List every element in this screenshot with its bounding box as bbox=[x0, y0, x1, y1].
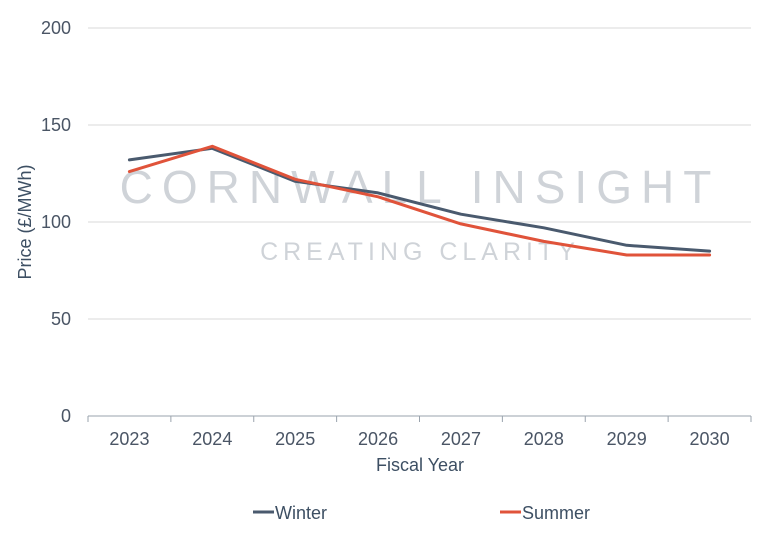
legend: Winter Summer bbox=[253, 503, 590, 523]
x-tick-label-2029: 2029 bbox=[607, 429, 647, 449]
y-tick-label-50: 50 bbox=[51, 309, 71, 329]
x-axis-title: Fiscal Year bbox=[376, 455, 464, 475]
gridlines bbox=[88, 27, 751, 320]
x-tick-label-2027: 2027 bbox=[441, 429, 481, 449]
x-tick-label-2023: 2023 bbox=[109, 429, 149, 449]
y-tick-label-0: 0 bbox=[61, 406, 71, 426]
x-tick-label-2030: 2030 bbox=[690, 429, 730, 449]
watermark-line-1: CORNWALL INSIGHT bbox=[120, 161, 721, 213]
x-tick-label-2024: 2024 bbox=[192, 429, 232, 449]
y-axis-title: Price (£/MWh) bbox=[15, 164, 35, 279]
x-tick-label-2026: 2026 bbox=[358, 429, 398, 449]
series-line-winter bbox=[127, 146, 712, 253]
legend-label-summer: Summer bbox=[522, 503, 590, 523]
series-lines bbox=[127, 144, 712, 257]
axes: 0 50 100 150 200 2023 2024 2025 2026 2027 2028 2029… bbox=[41, 18, 752, 449]
watermark-logo: CORNWALL INSIGHT CREATING CLARITY bbox=[120, 161, 721, 266]
legend-label-winter: Winter bbox=[275, 503, 327, 523]
y-tick-label-150: 150 bbox=[41, 115, 71, 135]
y-tick-label-100: 100 bbox=[41, 212, 71, 232]
watermark-line-2: CREATING CLARITY bbox=[260, 238, 580, 266]
series-line-summer bbox=[127, 144, 712, 257]
y-tick-label-200: 200 bbox=[41, 18, 71, 38]
x-tick-label-2025: 2025 bbox=[275, 429, 315, 449]
x-tick-label-2028: 2028 bbox=[524, 429, 564, 449]
